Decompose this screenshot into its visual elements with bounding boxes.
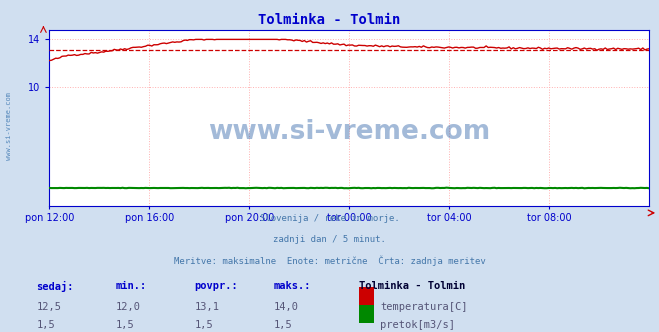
Text: maks.:: maks.: xyxy=(273,281,311,290)
Text: sedaj:: sedaj: xyxy=(36,281,74,291)
Text: 1,5: 1,5 xyxy=(115,320,134,330)
Text: povpr.:: povpr.: xyxy=(194,281,238,290)
Text: temperatura[C]: temperatura[C] xyxy=(380,302,468,312)
Text: 14,0: 14,0 xyxy=(273,302,299,312)
Text: 1,5: 1,5 xyxy=(194,320,213,330)
Text: pretok[m3/s]: pretok[m3/s] xyxy=(380,320,455,330)
Text: 1,5: 1,5 xyxy=(36,320,55,330)
Text: 13,1: 13,1 xyxy=(194,302,219,312)
Text: Tolminka - Tolmin: Tolminka - Tolmin xyxy=(258,13,401,27)
Text: www.si-vreme.com: www.si-vreme.com xyxy=(208,119,490,145)
Text: 12,0: 12,0 xyxy=(115,302,140,312)
Text: 1,5: 1,5 xyxy=(273,320,292,330)
Text: min.:: min.: xyxy=(115,281,146,290)
Text: Tolminka - Tolmin: Tolminka - Tolmin xyxy=(359,281,465,290)
Text: 12,5: 12,5 xyxy=(36,302,61,312)
Text: Slovenija / reke in morje.: Slovenija / reke in morje. xyxy=(260,214,399,223)
Text: Meritve: maksimalne  Enote: metrične  Črta: zadnja meritev: Meritve: maksimalne Enote: metrične Črta… xyxy=(173,255,486,266)
Text: zadnji dan / 5 minut.: zadnji dan / 5 minut. xyxy=(273,235,386,244)
Text: www.si-vreme.com: www.si-vreme.com xyxy=(5,92,12,160)
